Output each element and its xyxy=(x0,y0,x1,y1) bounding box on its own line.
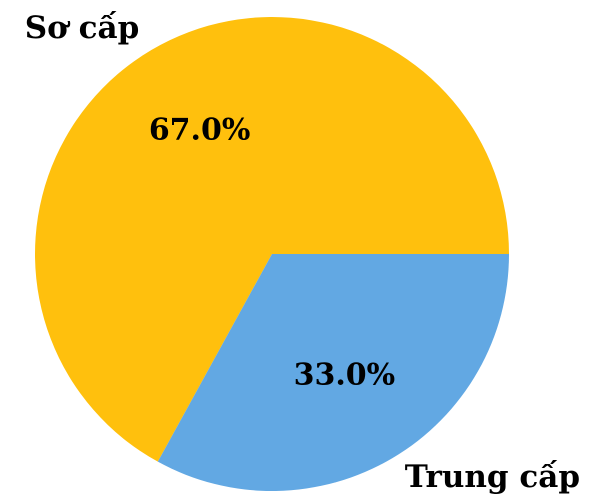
slice-label: Trung cấp xyxy=(405,458,580,495)
percent-label: 67.0% xyxy=(149,113,251,148)
pie-slice xyxy=(157,254,509,491)
pie-slice xyxy=(34,16,509,462)
slice-label: Sơ cấp xyxy=(25,9,140,46)
percent-label: 33.0% xyxy=(294,357,396,392)
